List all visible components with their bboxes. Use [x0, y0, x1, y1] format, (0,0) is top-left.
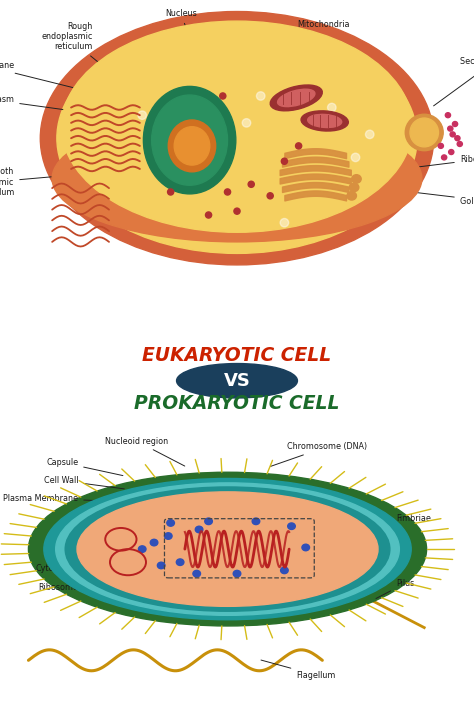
Ellipse shape: [224, 189, 230, 195]
Text: EUKARYOTIC CELL: EUKARYOTIC CELL: [142, 346, 332, 365]
Text: Plasmid: Plasmid: [47, 546, 113, 555]
Ellipse shape: [168, 120, 216, 172]
Ellipse shape: [150, 539, 158, 546]
Ellipse shape: [62, 21, 412, 232]
Ellipse shape: [164, 533, 172, 539]
Text: Chromosome (DNA): Chromosome (DNA): [271, 442, 367, 466]
Ellipse shape: [278, 89, 315, 107]
Ellipse shape: [252, 518, 260, 525]
Ellipse shape: [256, 92, 265, 100]
Ellipse shape: [455, 136, 460, 141]
Text: Ribosome: Ribosome: [38, 572, 123, 592]
Ellipse shape: [351, 153, 360, 161]
Ellipse shape: [457, 141, 462, 146]
Text: Capsule: Capsule: [46, 458, 123, 476]
Text: PROKARYOTIC CELL: PROKARYOTIC CELL: [134, 394, 340, 413]
Ellipse shape: [302, 544, 310, 551]
Ellipse shape: [55, 483, 399, 615]
Text: Cell membrane: Cell membrane: [0, 60, 73, 87]
Ellipse shape: [365, 130, 374, 139]
Ellipse shape: [438, 144, 444, 149]
Ellipse shape: [308, 114, 342, 127]
Ellipse shape: [176, 559, 184, 565]
Text: Golgi apparatus: Golgi apparatus: [382, 188, 474, 206]
Text: Smooth
endoplasmic
reticulum: Smooth endoplasmic reticulum: [0, 168, 73, 197]
Ellipse shape: [138, 111, 146, 119]
Ellipse shape: [44, 479, 411, 620]
Ellipse shape: [441, 155, 447, 160]
Ellipse shape: [448, 149, 454, 154]
Ellipse shape: [288, 523, 295, 530]
Ellipse shape: [168, 189, 173, 195]
Ellipse shape: [193, 570, 201, 577]
Ellipse shape: [352, 175, 361, 183]
Ellipse shape: [40, 11, 434, 265]
Ellipse shape: [65, 487, 390, 611]
Ellipse shape: [176, 363, 297, 398]
Ellipse shape: [233, 570, 241, 577]
Ellipse shape: [248, 181, 254, 188]
Ellipse shape: [206, 212, 211, 218]
Text: Nucleus: Nucleus: [165, 9, 197, 41]
Text: Cell Wall: Cell Wall: [44, 476, 124, 489]
Text: Flagellum: Flagellum: [261, 660, 336, 680]
Text: Ribosome: Ribosome: [389, 155, 474, 171]
Ellipse shape: [157, 562, 165, 569]
Ellipse shape: [242, 119, 251, 127]
Ellipse shape: [301, 111, 348, 131]
Ellipse shape: [281, 158, 287, 164]
Ellipse shape: [281, 567, 288, 574]
Ellipse shape: [152, 95, 228, 186]
Ellipse shape: [267, 193, 273, 199]
Ellipse shape: [270, 85, 322, 111]
Ellipse shape: [52, 115, 422, 242]
Ellipse shape: [349, 183, 359, 191]
Ellipse shape: [195, 526, 203, 533]
Text: Nucleoid region: Nucleoid region: [105, 437, 185, 466]
Ellipse shape: [452, 122, 457, 127]
Ellipse shape: [280, 218, 289, 227]
Text: Mitochondria: Mitochondria: [298, 21, 350, 76]
Ellipse shape: [219, 93, 226, 99]
Ellipse shape: [77, 492, 378, 606]
Ellipse shape: [405, 114, 443, 151]
Ellipse shape: [138, 546, 146, 552]
Ellipse shape: [296, 143, 301, 149]
Ellipse shape: [214, 130, 222, 139]
Text: Plasma Membrane: Plasma Membrane: [3, 494, 123, 503]
Text: Nucleolus: Nucleolus: [158, 51, 197, 78]
Text: Cytoplasm: Cytoplasm: [0, 95, 87, 113]
Ellipse shape: [410, 118, 438, 147]
Ellipse shape: [174, 127, 210, 165]
Ellipse shape: [445, 112, 450, 118]
Ellipse shape: [167, 520, 174, 526]
Ellipse shape: [328, 103, 336, 112]
Ellipse shape: [347, 191, 356, 200]
Ellipse shape: [234, 208, 240, 214]
Text: Rough
endoplasmic
reticulum: Rough endoplasmic reticulum: [41, 21, 114, 75]
Ellipse shape: [447, 126, 453, 131]
Text: VS: VS: [224, 372, 250, 390]
Text: Fimbriae: Fimbriae: [370, 513, 431, 524]
Ellipse shape: [450, 132, 455, 137]
Ellipse shape: [57, 23, 417, 253]
Ellipse shape: [28, 472, 427, 626]
Text: Pilus: Pilus: [376, 579, 414, 599]
Text: Cytoplasm: Cytoplasm: [35, 560, 123, 573]
Ellipse shape: [205, 518, 212, 525]
Ellipse shape: [143, 86, 236, 194]
Text: Secretory vesicle: Secretory vesicle: [434, 57, 474, 106]
